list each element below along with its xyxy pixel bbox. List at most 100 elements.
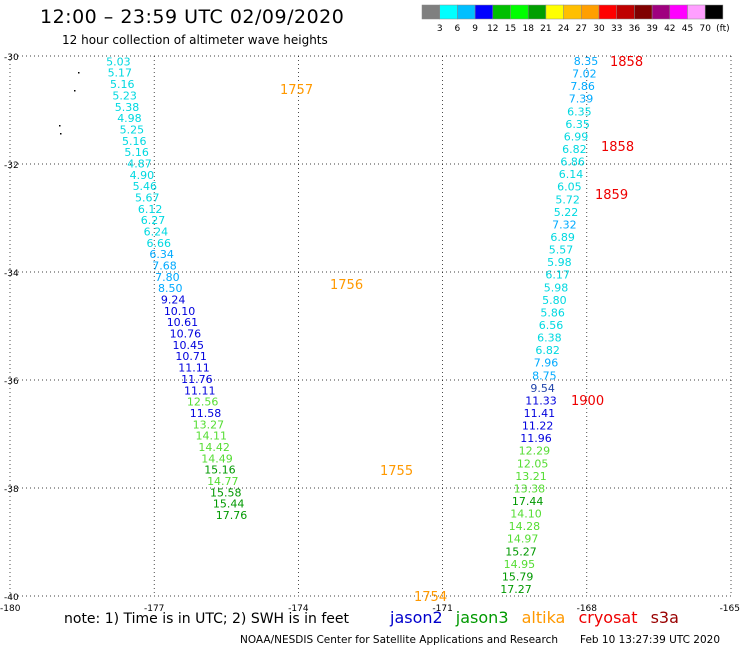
- swh-value-label: 10.61: [167, 316, 199, 329]
- x-tick-label: -171: [432, 604, 452, 614]
- y-tick-label: -40: [4, 593, 19, 603]
- swh-value-label: 5.80: [542, 294, 567, 307]
- colorbar-label: 30: [593, 24, 605, 34]
- footer-timestamp: Feb 10 13:27:39 UTC 2020: [580, 634, 720, 646]
- swh-value-label: 5.03: [106, 55, 131, 68]
- swh-value-label: 7.32: [552, 218, 577, 231]
- legend-s3a: s3a: [650, 608, 679, 627]
- swh-value-label: 5.23: [112, 89, 136, 102]
- swh-value-label: 7.02: [572, 68, 597, 81]
- time-label: 1858: [601, 140, 634, 155]
- swh-value-label: 6.14: [559, 168, 584, 181]
- y-tick-label: -30: [4, 53, 19, 63]
- swh-value-label: 6.82: [535, 344, 560, 357]
- swh-value-label: 6.66: [147, 237, 172, 250]
- swh-value-label: 5.67: [135, 191, 160, 204]
- colorbar-label: 42: [664, 24, 675, 34]
- swh-value-label: 5.17: [108, 67, 133, 80]
- legend-jason2: jason2: [390, 608, 443, 627]
- swh-value-label: 13.21: [515, 470, 547, 483]
- colorbar-label: 27: [576, 24, 587, 34]
- swh-value-label: 6.12: [138, 203, 163, 216]
- swh-value-label: 6.89: [550, 231, 575, 244]
- swh-value-label: 6.27: [141, 214, 166, 227]
- y-tick-label: -36: [4, 377, 19, 387]
- x-tick-label: -180: [0, 604, 21, 614]
- swh-value-label: 5.86: [540, 306, 565, 319]
- x-tick-label: -174: [288, 604, 309, 614]
- swh-value-label: 6.17: [545, 269, 570, 282]
- satellite-legend: jason2 jason3 altika cryosat s3a: [390, 608, 687, 627]
- page-title: 12:00 – 23:59 UTC 02/09/2020: [40, 6, 345, 28]
- swh-value-label: 10.76: [170, 328, 202, 341]
- swh-value-label: 14.11: [196, 430, 228, 443]
- legend-altika: altika: [521, 608, 566, 627]
- swh-value-label: 9.24: [161, 294, 186, 307]
- swh-value-label: 14.95: [504, 558, 536, 571]
- footer-credit: NOAA/NESDIS Center for Satellite Applica…: [240, 634, 558, 646]
- swh-value-label: 5.16: [124, 146, 149, 159]
- colorbar-label: 6: [455, 24, 461, 34]
- x-tick-label: -177: [144, 604, 164, 614]
- swh-value-label: 11.76: [181, 373, 213, 386]
- colorbar-label: 9: [472, 24, 478, 34]
- swh-value-label: 12.56: [187, 396, 219, 409]
- swh-value-label: 17.44: [512, 495, 544, 508]
- swh-value-label: 11.58: [190, 407, 222, 420]
- swh-value-label: 7.86: [570, 80, 595, 93]
- swh-value-label: 11.11: [184, 384, 216, 397]
- colorbar-swatch: [704, 4, 724, 20]
- swh-value-label: 14.42: [198, 441, 230, 454]
- swh-value-label: 12.29: [519, 445, 551, 458]
- x-tick-label: -168: [577, 604, 598, 614]
- swh-value-label: 5.25: [120, 123, 145, 136]
- colorbar-label: 3: [437, 24, 443, 34]
- swh-value-label: 13.27: [193, 418, 225, 431]
- swh-value-label: 5.98: [547, 256, 572, 269]
- x-tick-label: -165: [720, 604, 740, 614]
- swh-value-label: 14.49: [201, 452, 233, 465]
- colorbar-label: 45: [682, 24, 693, 34]
- swh-value-label: 15.16: [204, 464, 236, 477]
- swh-value-label: 10.71: [175, 350, 207, 363]
- swh-value-label: 5.46: [133, 180, 158, 193]
- swh-value-label: 6.05: [557, 181, 582, 194]
- swh-value-label: 15.27: [505, 545, 537, 558]
- swh-value-label: 6.86: [560, 156, 585, 169]
- colorbar-label: 36: [629, 24, 641, 34]
- colorbar-label: 70: [699, 24, 711, 34]
- swh-value-label: 5.72: [555, 193, 580, 206]
- swh-value-label: 4.90: [130, 169, 155, 182]
- swh-value-label: 5.22: [554, 206, 579, 219]
- data-dot: [59, 125, 61, 127]
- swh-value-label: 5.38: [115, 101, 140, 114]
- swh-value-label: 15.58: [210, 486, 242, 499]
- swh-value-label: 11.41: [524, 407, 556, 420]
- swh-value-label: 11.33: [525, 394, 557, 407]
- time-label: 1858: [610, 55, 643, 70]
- y-tick-label: -34: [4, 269, 19, 279]
- legend-jason3: jason3: [455, 608, 509, 627]
- colorbar-label: 24: [558, 24, 570, 34]
- swh-value-label: 8.75: [532, 369, 557, 382]
- swh-value-label: 8.50: [158, 282, 183, 295]
- time-label: 1757: [280, 83, 313, 98]
- data-dot: [74, 90, 76, 92]
- swh-value-label: 5.16: [122, 135, 147, 148]
- y-tick-label: -38: [4, 485, 19, 495]
- time-label: 1756: [330, 278, 363, 293]
- swh-value-label: 6.38: [537, 332, 562, 345]
- swh-value-label: 14.97: [507, 533, 539, 546]
- colorbar-label: 18: [522, 24, 534, 34]
- swh-value-label: 14.28: [509, 520, 541, 533]
- swh-value-label: 6.35: [565, 118, 590, 131]
- swh-value-label: 10.10: [164, 305, 196, 318]
- data-dot: [78, 72, 80, 74]
- swh-value-label: 5.16: [110, 78, 135, 91]
- swh-value-label: 8.35: [574, 55, 599, 68]
- swh-value-label: 6.82: [562, 143, 587, 156]
- swh-value-label: 17.76: [216, 509, 248, 522]
- time-label: 1755: [380, 464, 413, 479]
- legend-note: note: 1) Time is in UTC; 2) SWH is in fe…: [64, 611, 350, 627]
